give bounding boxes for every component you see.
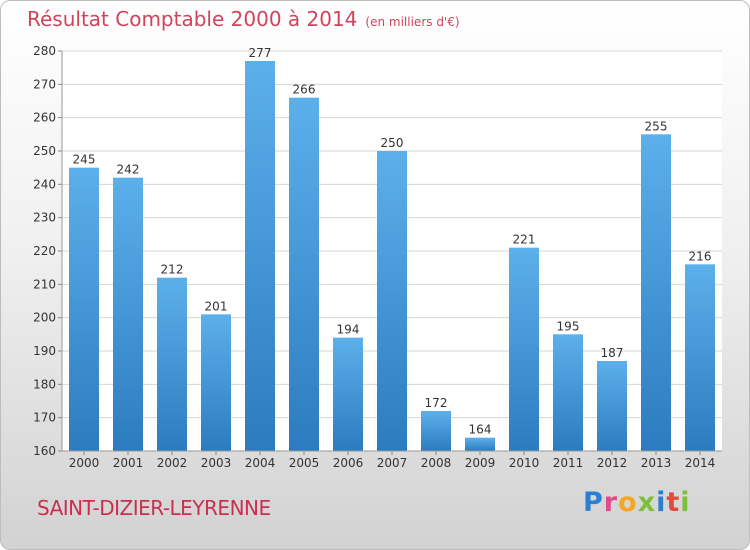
data-label: 212: [161, 263, 184, 277]
y-tick-label: 260: [33, 111, 56, 125]
bar: [113, 177, 143, 451]
x-tick-label: 2005: [289, 456, 320, 470]
x-tick-label: 2004: [245, 456, 276, 470]
bar: [421, 411, 451, 451]
bars: 245 242 212 201 277 266 194 250 172 164 221 195 187 2…: [69, 46, 715, 452]
data-label: 195: [557, 319, 580, 333]
chart-title: Résultat Comptable 2000 à 2014 (en millie…: [27, 7, 460, 31]
logo-letter: o: [618, 487, 638, 518]
x-tick-label: 2001: [113, 456, 144, 470]
x-tick-label: 2007: [377, 456, 408, 470]
y-tick-label: 170: [33, 411, 56, 425]
x-tick-label: 2006: [333, 456, 364, 470]
logo-letter: i: [656, 487, 667, 518]
bar: [553, 334, 583, 451]
x-tick-label: 2002: [157, 456, 188, 470]
chart-unit: (en milliers d'€): [365, 15, 460, 29]
bar: [465, 437, 495, 451]
commune-name: SAINT-DIZIER-LEYRENNE: [37, 496, 271, 520]
x-axis: 2000 2001 2002 2003 2004 2005 2006 2007 2008 2009…: [62, 450, 722, 470]
logo-letter: P: [583, 487, 604, 518]
logo-letter: x: [637, 487, 657, 518]
bar: [201, 314, 231, 451]
bar: [377, 151, 407, 451]
y-tick-label: 270: [33, 77, 56, 91]
y-tick-label: 280: [33, 44, 56, 58]
x-tick-label: 2011: [553, 456, 584, 470]
logo-letter: r: [603, 487, 619, 518]
x-tick-label: 2003: [201, 456, 232, 470]
y-axis: 160 170 180 190 200 210 220 230 240 250 260 270 280: [33, 44, 63, 458]
y-tick-label: 220: [33, 244, 56, 258]
bar: [69, 167, 99, 451]
bar: [289, 97, 319, 452]
x-tick-label: 2009: [465, 456, 496, 470]
data-label: 221: [513, 233, 536, 247]
y-tick-label: 190: [33, 344, 56, 358]
logo-letter: i: [680, 487, 691, 518]
data-label: 245: [73, 153, 96, 167]
data-label: 172: [425, 396, 448, 410]
data-label: 255: [645, 119, 668, 133]
data-label: 187: [601, 346, 624, 360]
bar: [245, 61, 275, 451]
data-label: 201: [205, 299, 228, 313]
bar: [509, 247, 539, 451]
x-tick-label: 2014: [685, 456, 716, 470]
data-label: 194: [337, 323, 360, 337]
bar: [685, 264, 715, 451]
logo-letter: t: [666, 487, 681, 518]
x-tick-label: 2010: [509, 456, 540, 470]
bar: [597, 361, 627, 451]
y-tick-label: 250: [33, 144, 56, 158]
x-tick-label: 2008: [421, 456, 452, 470]
y-tick-label: 210: [33, 277, 56, 291]
y-tick-label: 180: [33, 377, 56, 391]
x-tick-label: 2012: [597, 456, 628, 470]
x-tick-label: 2013: [641, 456, 672, 470]
data-label: 266: [293, 83, 316, 97]
y-tick-label: 240: [33, 177, 56, 191]
bar: [641, 134, 671, 452]
data-label: 250: [381, 136, 404, 150]
data-label: 216: [689, 249, 712, 263]
proxiti-logo: Proxiti: [583, 487, 691, 518]
bar: [157, 277, 187, 451]
x-tick-label: 2000: [69, 456, 100, 470]
y-tick-label: 160: [33, 444, 56, 458]
bar: [333, 337, 363, 451]
y-tick-label: 200: [33, 311, 56, 325]
data-label: 242: [117, 163, 140, 177]
chart-title-text: Résultat Comptable 2000 à 2014: [27, 7, 358, 31]
data-label: 277: [249, 46, 272, 60]
data-label: 164: [469, 423, 492, 437]
y-tick-label: 230: [33, 211, 56, 225]
